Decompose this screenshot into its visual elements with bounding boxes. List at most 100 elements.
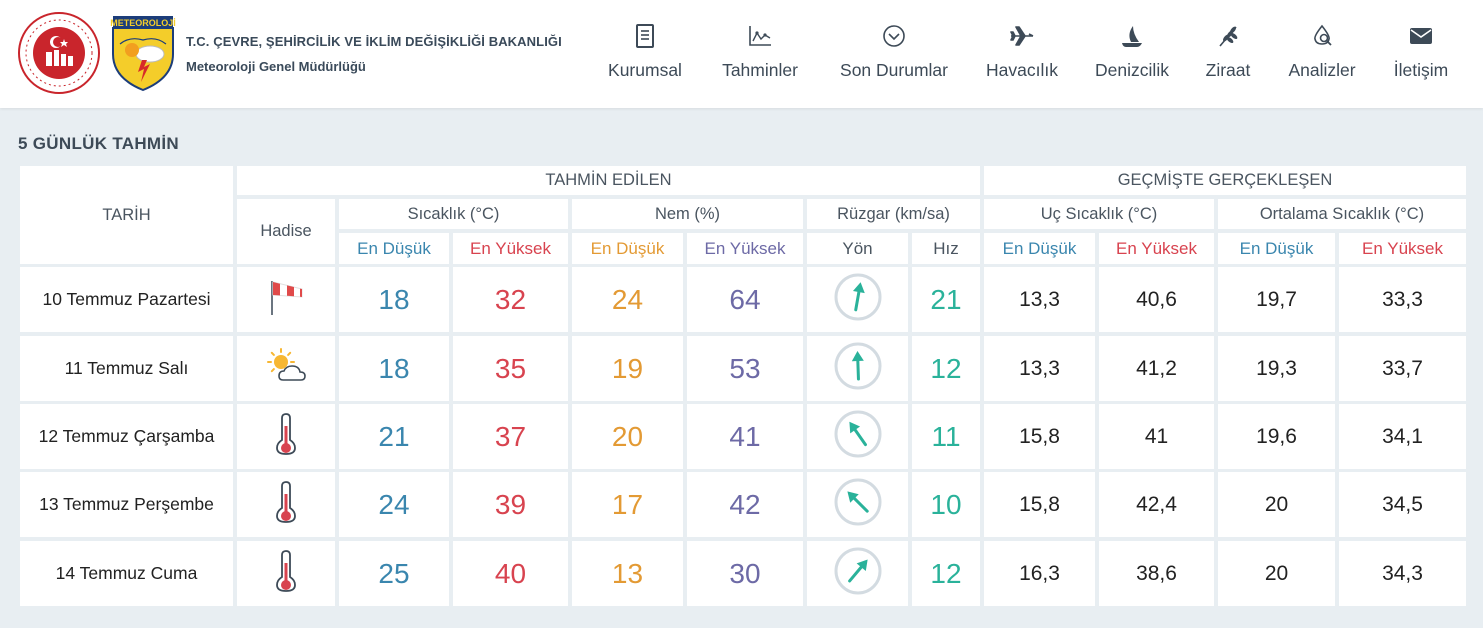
wind-speed-cell: 10 xyxy=(912,472,980,537)
wind-speed-cell: 21 xyxy=(912,267,980,332)
temp-low-cell: 18 xyxy=(339,267,449,332)
average-high-cell: 34,1 xyxy=(1339,404,1466,469)
chart-icon xyxy=(746,22,774,50)
hadise-cell xyxy=(237,336,335,401)
header-nem: Nem (%) xyxy=(572,199,803,229)
humidity-low-cell: 19 xyxy=(572,336,683,401)
extreme-low-cell: 13,3 xyxy=(984,267,1095,332)
sub-en-yuksek: En Yüksek xyxy=(1099,233,1214,264)
sub-hiz: Hız xyxy=(912,233,980,264)
wind-direction-icon xyxy=(833,409,883,464)
extreme-high-cell: 41 xyxy=(1099,404,1214,469)
nav-son-durumlar[interactable]: Son Durumlar xyxy=(836,22,952,92)
average-high-cell: 33,3 xyxy=(1339,267,1466,332)
wind-direction-icon xyxy=(833,272,883,327)
date-cell: 11 Temmuz Salı xyxy=(20,336,233,401)
temp-high-cell: 32 xyxy=(453,267,568,332)
humidity-low-cell: 24 xyxy=(572,267,683,332)
temp-high-cell: 39 xyxy=(453,472,568,537)
hadise-cell xyxy=(237,267,335,332)
wind-direction-cell xyxy=(807,472,908,537)
extreme-high-cell: 41,2 xyxy=(1099,336,1214,401)
thermometer-icon xyxy=(274,480,298,529)
wind-speed-cell: 12 xyxy=(912,541,980,606)
nav-analizler[interactable]: Analizler xyxy=(1285,22,1359,92)
extreme-low-cell: 13,3 xyxy=(984,336,1095,401)
extreme-high-cell: 38,6 xyxy=(1099,541,1214,606)
temp-high-cell: 40 xyxy=(453,541,568,606)
humidity-high-cell: 41 xyxy=(687,404,803,469)
average-high-cell: 33,7 xyxy=(1339,336,1466,401)
nav-havacilik[interactable]: Havacılık xyxy=(985,22,1059,92)
wind-speed-cell: 11 xyxy=(912,404,980,469)
nav-tahminler[interactable]: Tahminler xyxy=(718,22,802,92)
ministry-logo[interactable] xyxy=(18,12,100,94)
airplane-icon xyxy=(1008,22,1036,50)
temp-high-cell: 35 xyxy=(453,336,568,401)
analysis-icon xyxy=(1308,22,1336,50)
envelope-icon xyxy=(1407,22,1435,50)
average-low-cell: 20 xyxy=(1218,472,1335,537)
wind-direction-cell xyxy=(807,541,908,606)
logo-text: METEOROLOJİ xyxy=(110,18,176,28)
document-icon xyxy=(631,22,659,50)
temp-low-cell: 25 xyxy=(339,541,449,606)
header-hadise: Hadise xyxy=(237,199,335,264)
nav-ziraat[interactable]: Ziraat xyxy=(1203,22,1253,92)
nav-label: Tahminler xyxy=(722,60,798,80)
nav-denizcilik[interactable]: Denizcilik xyxy=(1093,22,1171,92)
average-low-cell: 20 xyxy=(1218,541,1335,606)
extreme-high-cell: 42,4 xyxy=(1099,472,1214,537)
temp-high-cell: 37 xyxy=(453,404,568,469)
nav-iletisim[interactable]: İletişim xyxy=(1390,22,1452,92)
wheat-icon xyxy=(1214,22,1242,50)
wind-direction-icon xyxy=(833,341,883,396)
nav-label: Denizcilik xyxy=(1095,60,1169,80)
wind-direction-cell xyxy=(807,267,908,332)
sub-en-dusuk: En Düşük xyxy=(984,233,1095,264)
nav-label: Ziraat xyxy=(1205,60,1251,80)
average-low-cell: 19,7 xyxy=(1218,267,1335,332)
average-low-cell: 19,6 xyxy=(1218,404,1335,469)
nav-label: Kurumsal xyxy=(608,60,682,80)
thermometer-icon xyxy=(274,412,298,461)
header-gecmiste: GEÇMİŞTE GERÇEKLEŞEN xyxy=(984,166,1466,195)
humidity-high-cell: 64 xyxy=(687,267,803,332)
sub-en-dusuk: En Düşük xyxy=(572,233,683,264)
sailboat-icon xyxy=(1118,22,1146,50)
average-high-cell: 34,3 xyxy=(1339,541,1466,606)
sub-en-yuksek: En Yüksek xyxy=(453,233,568,264)
wind-direction-icon xyxy=(833,477,883,532)
extreme-high-cell: 40,6 xyxy=(1099,267,1214,332)
humidity-high-cell: 42 xyxy=(687,472,803,537)
header-ruzgar: Rüzgar (km/sa) xyxy=(807,199,980,229)
wind-direction-icon xyxy=(833,546,883,601)
header-tarih: TARİH xyxy=(20,166,233,264)
nav-label: Havacılık xyxy=(986,60,1058,80)
org-name: T.C. ÇEVRE, ŞEHİRCİLİK VE İKLİM DEĞİŞİKL… xyxy=(186,34,562,49)
humidity-high-cell: 30 xyxy=(687,541,803,606)
extreme-low-cell: 15,8 xyxy=(984,472,1095,537)
sub-yon: Yön xyxy=(807,233,908,264)
wind-direction-cell xyxy=(807,404,908,469)
average-low-cell: 19,3 xyxy=(1218,336,1335,401)
header-tahmin-edilen: TAHMİN EDİLEN xyxy=(237,166,980,195)
org-block: T.C. ÇEVRE, ŞEHİRCİLİK VE İKLİM DEĞİŞİKL… xyxy=(186,34,562,74)
temp-low-cell: 18 xyxy=(339,336,449,401)
wind-speed-cell: 12 xyxy=(912,336,980,401)
windsock-icon xyxy=(266,277,306,322)
sub-en-yuksek: En Yüksek xyxy=(1339,233,1466,264)
date-cell: 12 Temmuz Çarşamba xyxy=(20,404,233,469)
humidity-high-cell: 53 xyxy=(687,336,803,401)
section-title: 5 GÜNLÜK TAHMİN xyxy=(18,134,179,153)
hadise-cell xyxy=(237,472,335,537)
meteoroloji-logo[interactable]: METEOROLOJİ xyxy=(110,14,176,92)
sub-en-dusuk: En Düşük xyxy=(1218,233,1335,264)
chevron-circle-icon xyxy=(880,22,908,50)
header-ortalama-sicaklik: Ortalama Sıcaklık (°C) xyxy=(1218,199,1466,229)
nav-kurumsal[interactable]: Kurumsal xyxy=(605,22,685,92)
humidity-low-cell: 17 xyxy=(572,472,683,537)
date-cell: 10 Temmuz Pazartesi xyxy=(20,267,233,332)
temp-low-cell: 24 xyxy=(339,472,449,537)
nav-label: İletişim xyxy=(1393,60,1449,80)
